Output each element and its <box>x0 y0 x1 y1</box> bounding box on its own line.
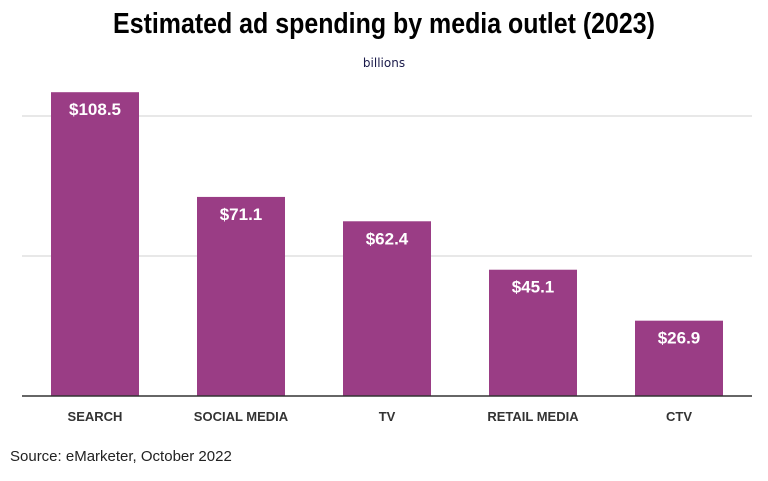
bar <box>635 320 723 396</box>
chart-title: Estimated ad spending by media outlet (2… <box>113 8 655 40</box>
x-tick-label: CTV <box>666 409 692 424</box>
source-note: Source: eMarketer, October 2022 <box>10 448 232 465</box>
data-label: $71.1 <box>220 205 263 224</box>
chart-subtitle: billions <box>362 56 406 70</box>
bar <box>343 221 431 396</box>
bar <box>489 269 577 396</box>
data-label: $108.5 <box>69 100 121 119</box>
bar <box>197 196 285 396</box>
x-tick-label: TV <box>379 409 396 424</box>
bar <box>51 92 139 396</box>
x-tick-label: SEARCH <box>68 409 123 424</box>
data-label: $45.1 <box>512 278 555 297</box>
x-tick-label: RETAIL MEDIA <box>487 409 579 424</box>
data-label: $26.9 <box>658 329 701 348</box>
x-tick-label: SOCIAL MEDIA <box>194 409 289 424</box>
data-label: $62.4 <box>366 229 409 248</box>
